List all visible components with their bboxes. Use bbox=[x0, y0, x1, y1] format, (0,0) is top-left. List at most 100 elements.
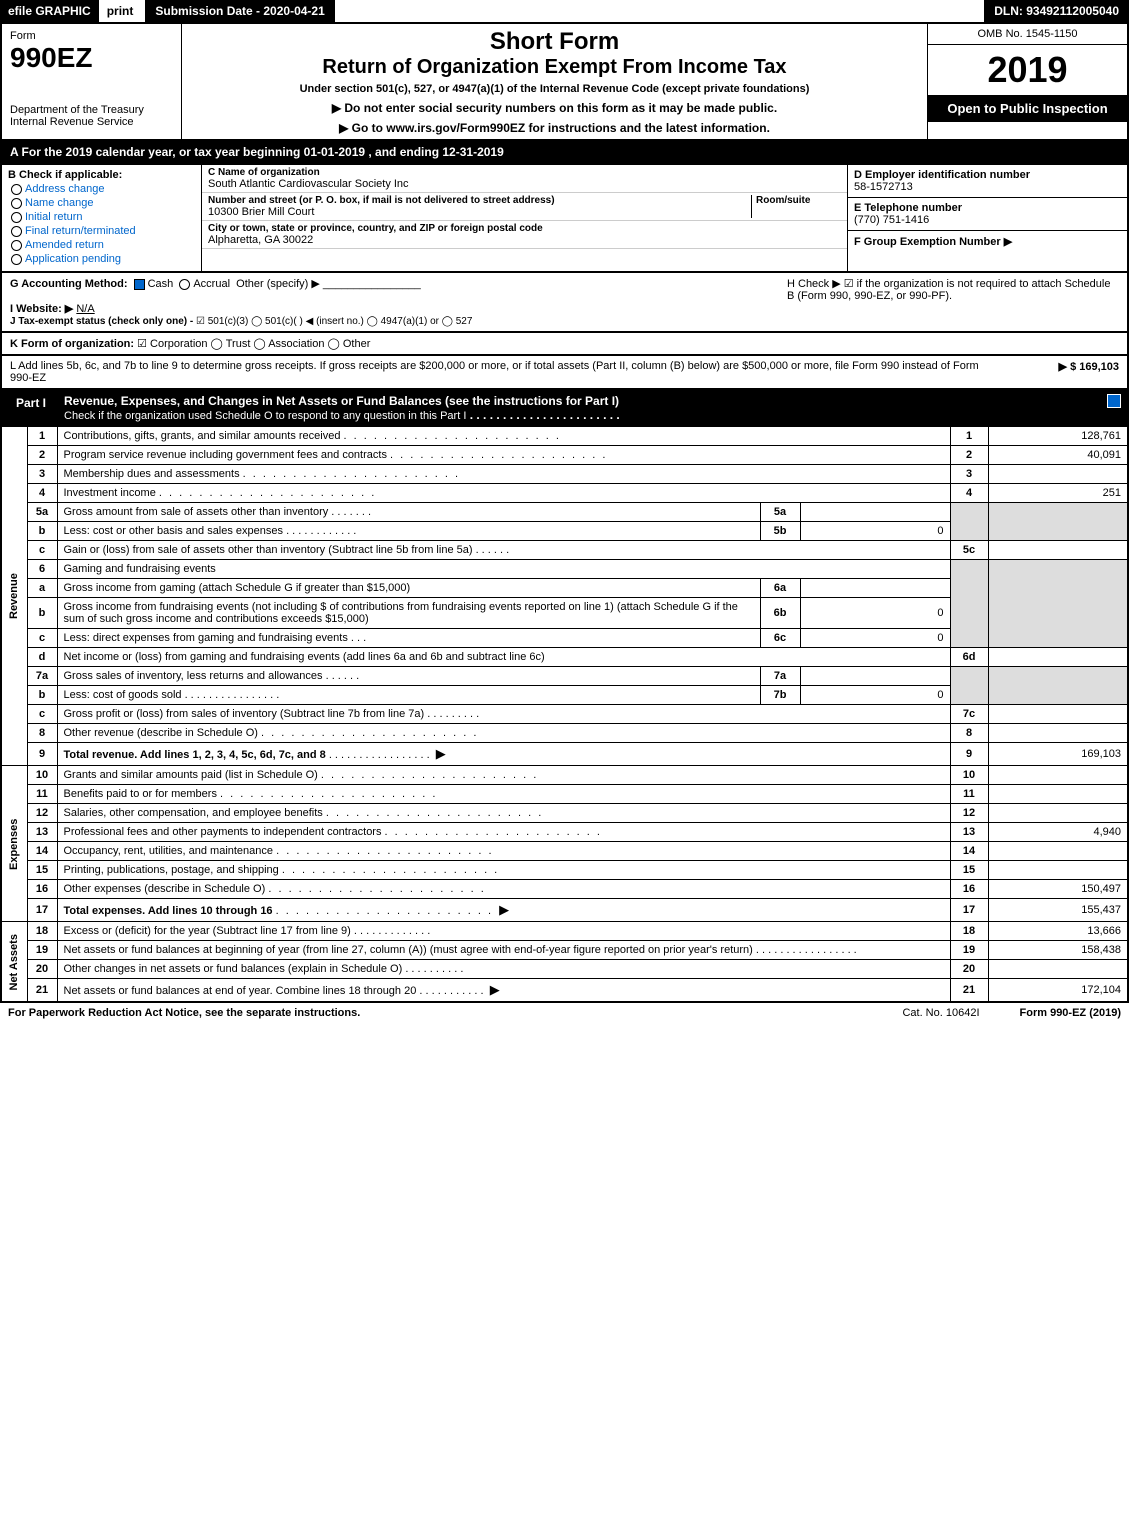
line-1-amt: 128,761 bbox=[988, 427, 1128, 446]
part-1-header: Part I Revenue, Expenses, and Changes in… bbox=[0, 390, 1129, 426]
line-18-desc: Excess or (deficit) for the year (Subtra… bbox=[64, 925, 351, 937]
line-6a-num: a bbox=[27, 579, 57, 598]
section-k-options: ☑ Corporation ◯ Trust ◯ Association ◯ Ot… bbox=[137, 338, 370, 350]
cat-no: Cat. No. 10642I bbox=[862, 1007, 1019, 1019]
ein: 58-1572713 bbox=[854, 181, 1121, 193]
line-6-grey-amt bbox=[988, 560, 1128, 648]
line-1-desc: Contributions, gifts, grants, and simila… bbox=[64, 430, 341, 442]
line-5b-subamt: 0 bbox=[800, 522, 950, 541]
section-c-city-label: City or town, state or province, country… bbox=[208, 223, 841, 234]
part-1-schedule-o-checkbox[interactable] bbox=[1107, 394, 1121, 408]
line-12-num: 12 bbox=[27, 804, 57, 823]
chk-address-change[interactable]: Address change bbox=[8, 183, 195, 195]
chk-application-pending[interactable]: Application pending bbox=[8, 253, 195, 265]
line-5c-amt bbox=[988, 541, 1128, 560]
line-17-amtnum: 17 bbox=[950, 899, 988, 922]
line-11-amtnum: 11 bbox=[950, 785, 988, 804]
chk-accrual[interactable] bbox=[179, 279, 190, 290]
line-13-amtnum: 13 bbox=[950, 823, 988, 842]
line-13-num: 13 bbox=[27, 823, 57, 842]
goto-instruction[interactable]: ▶ Go to www.irs.gov/Form990EZ for instru… bbox=[190, 121, 919, 135]
line-19-desc: Net assets or fund balances at beginning… bbox=[64, 944, 753, 956]
dln: DLN: 93492112005040 bbox=[984, 0, 1129, 22]
org-address: 10300 Brier Mill Court bbox=[208, 206, 751, 218]
chk-initial-return[interactable]: Initial return bbox=[8, 211, 195, 223]
line-17-amt: 155,437 bbox=[988, 899, 1128, 922]
line-6b-desc: Gross income from fundraising events (no… bbox=[57, 598, 760, 629]
line-6d-num: d bbox=[27, 648, 57, 667]
line-3-amtnum: 3 bbox=[950, 465, 988, 484]
line-20-desc: Other changes in net assets or fund bala… bbox=[64, 963, 403, 975]
tax-year: 2019 bbox=[928, 45, 1127, 95]
line-7b-sublbl: 7b bbox=[760, 686, 800, 705]
line-16-num: 16 bbox=[27, 880, 57, 899]
line-12-desc: Salaries, other compensation, and employ… bbox=[64, 807, 323, 819]
section-e-label: E Telephone number bbox=[854, 202, 1121, 214]
tax-period: A For the 2019 calendar year, or tax yea… bbox=[0, 141, 1129, 165]
line-11-num: 11 bbox=[27, 785, 57, 804]
line-8-amtnum: 8 bbox=[950, 724, 988, 743]
phone: (770) 751-1416 bbox=[854, 214, 1121, 226]
chk-amended-return[interactable]: Amended return bbox=[8, 239, 195, 251]
line-6c-desc: Less: direct expenses from gaming and fu… bbox=[64, 632, 348, 644]
short-form-title: Short Form bbox=[190, 28, 919, 56]
line-13-desc: Professional fees and other payments to … bbox=[64, 826, 382, 838]
line-20-amtnum: 20 bbox=[950, 960, 988, 979]
line-19-amtnum: 19 bbox=[950, 941, 988, 960]
line-5b-desc: Less: cost or other basis and sales expe… bbox=[64, 525, 284, 537]
line-7ab-grey-amt bbox=[988, 667, 1128, 705]
line-5a-subamt bbox=[800, 503, 950, 522]
netassets-side-label: Net Assets bbox=[1, 922, 27, 1003]
line-1-num: 1 bbox=[27, 427, 57, 446]
section-d-label: D Employer identification number bbox=[854, 169, 1121, 181]
section-i-label: I Website: ▶ bbox=[10, 303, 73, 315]
entity-block: B Check if applicable: Address change Na… bbox=[0, 165, 1129, 273]
line-16-amt: 150,497 bbox=[988, 880, 1128, 899]
line-6b-num: b bbox=[27, 598, 57, 629]
under-section: Under section 501(c), 527, or 4947(a)(1)… bbox=[190, 83, 919, 95]
line-7ab-grey bbox=[950, 667, 988, 705]
section-l: L Add lines 5b, 6c, and 7b to line 9 to … bbox=[0, 356, 1129, 390]
line-15-desc: Printing, publications, postage, and shi… bbox=[64, 864, 279, 876]
section-g-label: G Accounting Method: bbox=[10, 278, 128, 290]
expenses-side-label: Expenses bbox=[1, 766, 27, 922]
line-11-desc: Benefits paid to or for members bbox=[64, 788, 217, 800]
line-8-desc: Other revenue (describe in Schedule O) bbox=[64, 727, 258, 739]
line-17-num: 17 bbox=[27, 899, 57, 922]
paperwork-notice: For Paperwork Reduction Act Notice, see … bbox=[8, 1007, 862, 1019]
line-21-amtnum: 21 bbox=[950, 979, 988, 1003]
line-6a-subamt bbox=[800, 579, 950, 598]
section-h: H Check ▶ ☑ if the organization is not r… bbox=[779, 277, 1119, 327]
line-8-amt bbox=[988, 724, 1128, 743]
dept-treasury: Department of the Treasury bbox=[10, 104, 173, 116]
line-6c-sublbl: 6c bbox=[760, 629, 800, 648]
open-to-public: Open to Public Inspection bbox=[928, 95, 1127, 122]
line-3-desc: Membership dues and assessments bbox=[64, 468, 240, 480]
line-16-desc: Other expenses (describe in Schedule O) bbox=[64, 883, 266, 895]
part-1-title: Revenue, Expenses, and Changes in Net As… bbox=[64, 394, 619, 408]
irs-label: Internal Revenue Service bbox=[10, 116, 173, 128]
org-city: Alpharetta, GA 30022 bbox=[208, 234, 841, 246]
line-6-desc: Gaming and fundraising events bbox=[57, 560, 950, 579]
line-2-amt: 40,091 bbox=[988, 446, 1128, 465]
line-9-num: 9 bbox=[27, 743, 57, 766]
line-14-amtnum: 14 bbox=[950, 842, 988, 861]
line-10-amtnum: 10 bbox=[950, 766, 988, 785]
line-3-num: 3 bbox=[27, 465, 57, 484]
room-suite-label: Room/suite bbox=[756, 195, 841, 206]
line-15-num: 15 bbox=[27, 861, 57, 880]
chk-name-change[interactable]: Name change bbox=[8, 197, 195, 209]
line-5c-num: c bbox=[27, 541, 57, 560]
form-number: 990EZ bbox=[10, 42, 173, 74]
section-c-name-label: C Name of organization bbox=[208, 167, 841, 178]
line-14-desc: Occupancy, rent, utilities, and maintena… bbox=[64, 845, 274, 857]
part-1-label: Part I bbox=[8, 394, 54, 412]
revenue-side-label: Revenue bbox=[1, 427, 27, 766]
part-1-sub: Check if the organization used Schedule … bbox=[64, 410, 466, 422]
line-2-desc: Program service revenue including govern… bbox=[64, 449, 387, 461]
line-10-desc: Grants and similar amounts paid (list in… bbox=[64, 769, 318, 781]
line-16-amtnum: 16 bbox=[950, 880, 988, 899]
print-link[interactable]: print bbox=[99, 0, 142, 22]
chk-final-return[interactable]: Final return/terminated bbox=[8, 225, 195, 237]
chk-cash[interactable] bbox=[134, 279, 145, 290]
